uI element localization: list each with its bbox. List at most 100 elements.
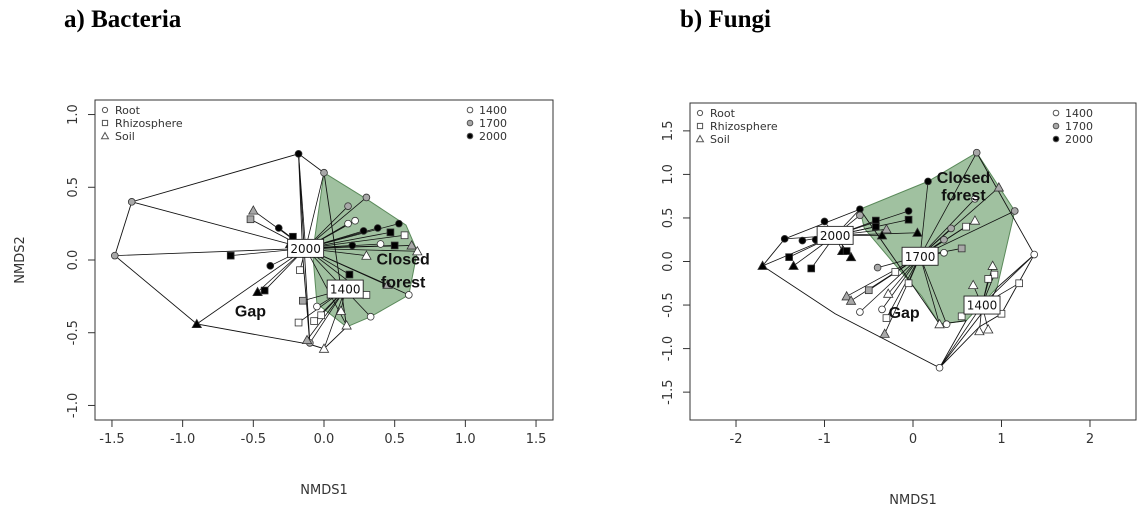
point-square-2000 [785,253,793,261]
y-tick-label: -1.5 [661,379,676,404]
point-square-2000 [904,215,913,224]
spider-line [305,247,418,252]
spider-line [919,256,947,325]
spider-line [919,181,929,257]
panel-b-title: b) Fungi [680,6,772,33]
point-triangle-1400 [969,215,981,225]
centroid-box [901,246,939,266]
point-square-2000 [872,222,880,231]
point-triangle-1400 [934,318,945,329]
point-square-1400 [891,268,900,276]
y-tick-label: 0.0 [66,250,81,271]
point-circle-1400 [313,302,321,311]
centroid-box [287,238,325,258]
point-triangle-2000 [912,227,923,237]
legend-rhizosphere-marker [101,119,109,127]
point-square-1400 [294,318,303,327]
x-tick-label: 0 [909,432,917,447]
spider-line [114,247,306,257]
x-axis-label: NMDS1 [300,483,347,498]
point-circle-1700 [110,251,119,260]
legend-shape-label: Soil [115,130,135,143]
y-tick-label: -0.5 [661,292,676,317]
y-tick-label: -1.0 [661,336,676,361]
y-tick-label: 1.0 [661,164,676,185]
legend-elev-2000-marker [1052,135,1060,143]
spider-line [919,152,978,257]
spider-line [131,201,306,249]
point-circle-2000 [348,241,357,250]
y-tick-label: 0.5 [66,177,81,198]
legend-rhizosphere-marker [696,122,704,130]
point-circle-2000 [395,219,403,228]
legend-elev-1700-marker [466,119,474,127]
point-circle-2000 [359,227,368,235]
point-circle-1700 [320,168,328,177]
point-triangle-1700 [841,290,852,301]
y-tick-label: 1.0 [66,104,81,125]
point-square-1400 [296,266,304,274]
point-circle-1400 [971,194,979,203]
point-triangle-1700 [248,205,259,215]
point-triangle-1700 [845,295,857,305]
point-circle-1700 [940,235,948,244]
point-triangle-1400 [341,320,352,330]
x-tick-label: -1 [818,432,831,447]
point-triangle-2000 [252,286,263,297]
point-square-1400 [904,279,913,288]
y-axis-label: NMDS2 [13,236,28,283]
point-circle-2000 [373,224,382,232]
region-label: Closed [937,170,990,187]
y-tick-label: -0.5 [66,320,81,345]
point-triangle-2000 [788,260,799,270]
point-square-1400 [962,222,970,231]
point-circle-1400 [940,248,948,257]
point-square-1400 [990,270,999,279]
point-circle-1400 [942,320,951,329]
x-tick-label: -2 [730,432,743,447]
spider-line [323,288,346,349]
legend-shape-label: Rhizosphere [115,117,183,130]
legend-soil-marker [100,131,110,140]
point-square-1400 [400,231,409,240]
point-square-1400 [882,314,891,322]
point-square-2000 [345,270,354,279]
legend-elev-1700-marker [1052,122,1060,130]
legend-elevation-label: 1700 [1065,120,1093,133]
point-circle-1400 [405,291,413,299]
legend-shape-label: Root [115,104,141,117]
spider-line [884,256,921,334]
y-tick-label: 0.0 [661,251,676,272]
region-label: Gap [889,305,920,322]
point-triangle-1400 [412,245,423,256]
centroid-box [816,225,854,245]
point-circle-1700 [362,193,371,202]
centroid-label: 2000 [820,229,851,243]
point-circle-2000 [294,150,303,158]
point-square-1400 [310,317,318,325]
point-circle-1700 [1010,207,1019,215]
legend-shape-label: Root [710,107,736,120]
point-square-1400 [984,275,993,283]
x-tick-label: 2 [1086,432,1094,447]
point-circle-1400 [856,308,864,316]
legend-soil-marker [695,134,705,143]
x-tick-label: -1.5 [99,432,124,447]
point-circle-2000 [798,236,807,245]
point-triangle-1400 [974,325,985,336]
spider-line [196,248,306,325]
point-circle-2000 [274,224,283,232]
point-triangle-1700 [993,182,1005,192]
centroid-label: 2000 [290,242,321,256]
panel-a-title: a) Bacteria [64,6,182,33]
centroid-box [963,295,1001,315]
centroid-label: 1400 [330,283,361,297]
point-circle-1700 [127,198,136,206]
spider-line [919,256,940,325]
spider-line [305,172,325,249]
spider-line [298,153,307,249]
point-triangle-1400 [882,288,894,298]
legend-elev-1400-marker [466,106,474,114]
